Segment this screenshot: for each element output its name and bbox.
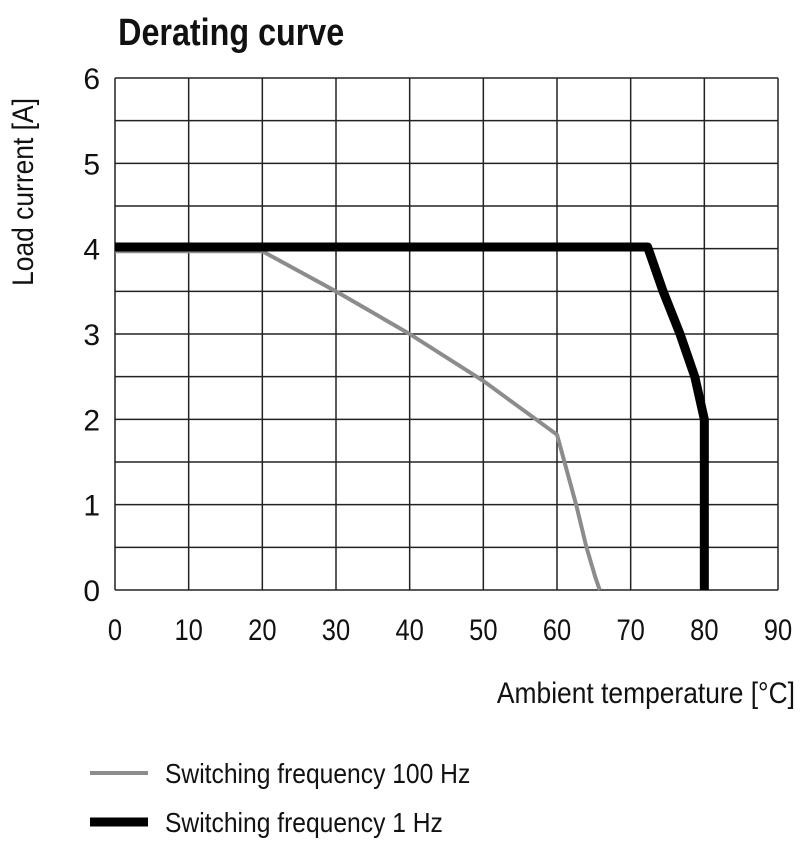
y-tick-label: 3 (83, 319, 100, 352)
grid (114, 77, 779, 591)
y-axis-label: Load current [A] (5, 98, 39, 286)
x-tick-label: 20 (248, 613, 276, 646)
x-tick-label: 10 (174, 613, 202, 646)
series-line-1hz (115, 242, 709, 590)
y-tick-label: 5 (83, 148, 100, 181)
x-tick-label: 40 (395, 613, 423, 646)
y-tick-label: 6 (83, 63, 100, 96)
y-tick-label: 2 (83, 404, 100, 437)
x-tick-label: 50 (469, 613, 497, 646)
series-lines (115, 242, 709, 591)
x-tick-label: 60 (543, 613, 571, 646)
x-tick-label: 70 (616, 613, 644, 646)
series-line-100hz (115, 249, 602, 591)
tick-labels: 0 10 20 30 40 50 60 70 80 90 0 1 2 3 4 5 6 (83, 63, 792, 646)
legend-label: Switching frequency 1 Hz (165, 807, 443, 839)
x-tick-label: 80 (690, 613, 718, 646)
legend: Switching frequency 100 Hz Switching freq… (90, 758, 470, 839)
x-tick-label: 30 (322, 613, 350, 646)
y-tick-label: 4 (83, 234, 100, 267)
legend-label: Switching frequency 100 Hz (165, 758, 470, 790)
x-tick-label: 0 (108, 613, 122, 646)
y-tick-label: 0 (83, 575, 100, 608)
x-axis-label: Ambient temperature [°C] (497, 675, 795, 709)
x-tick-label: 90 (764, 613, 792, 646)
chart-title: Derating curve (118, 12, 344, 54)
y-tick-label: 1 (83, 490, 100, 523)
